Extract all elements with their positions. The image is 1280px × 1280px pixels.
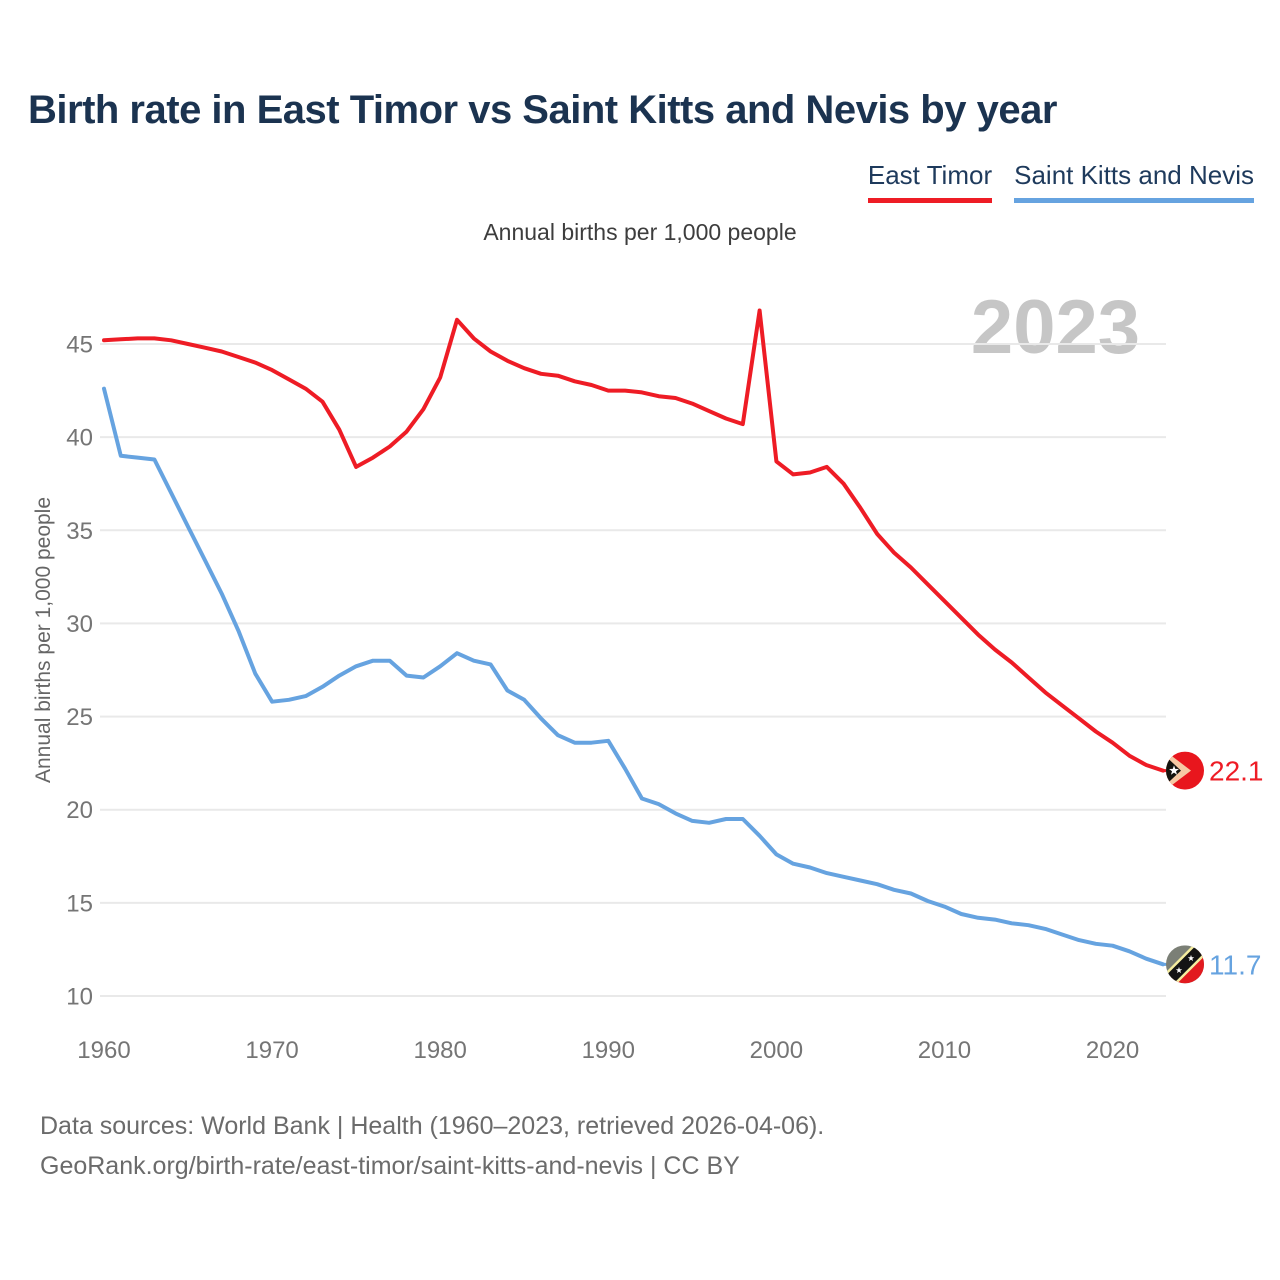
- footer-attribution-line: GeoRank.org/birth-rate/east-timor/saint-…: [40, 1152, 740, 1180]
- watermark-year: 2023: [970, 285, 1140, 370]
- east-timor-flag-icon: [1166, 752, 1204, 790]
- y-tick-label-15: 15: [66, 890, 93, 917]
- y-tick-label-45: 45: [66, 332, 93, 359]
- y-tick-label-40: 40: [66, 425, 93, 452]
- footer: Data sources: World Bank | Health (1960–…: [40, 1106, 824, 1186]
- series-end-value-east-timor: 22.1: [1209, 756, 1264, 787]
- series-line-east-timor: [102, 308, 1165, 773]
- saint-kitts-nevis-flag-icon: [1165, 944, 1205, 984]
- y-tick-label-10: 10: [66, 984, 93, 1011]
- x-tick-label-1970: 1970: [245, 1037, 298, 1064]
- legend-item-east-timor[interactable]: East Timor: [867, 160, 993, 203]
- page-title: Birth rate in East Timor vs Saint Kitts …: [28, 88, 1057, 132]
- x-tick-label-2010: 2010: [918, 1037, 971, 1064]
- x-tick-label-1980: 1980: [413, 1037, 466, 1064]
- x-tick-label-2000: 2000: [750, 1037, 803, 1064]
- y-tick-label-20: 20: [66, 797, 93, 824]
- legend-item-saint-kitts-and-nevis[interactable]: Saint Kitts and Nevis: [1014, 160, 1254, 203]
- y-tick-label-30: 30: [66, 611, 93, 638]
- x-tick-label-2020: 2020: [1086, 1037, 1139, 1064]
- x-tick-label-1990: 1990: [582, 1037, 635, 1064]
- footer-source-line: Data sources: World Bank | Health (1960–…: [40, 1112, 825, 1140]
- y-tick-label-35: 35: [66, 518, 93, 545]
- legend: East Timor Saint Kitts and Nevis: [867, 160, 1254, 203]
- chart-subtitle: Annual births per 1,000 people: [483, 219, 797, 245]
- y-tick-label-25: 25: [66, 704, 93, 731]
- x-tick-label-1960: 1960: [77, 1037, 130, 1064]
- series-line-saint-kitts-nevis: [102, 386, 1165, 967]
- series-end-value-saint-kitts-nevis: 11.7: [1209, 949, 1261, 980]
